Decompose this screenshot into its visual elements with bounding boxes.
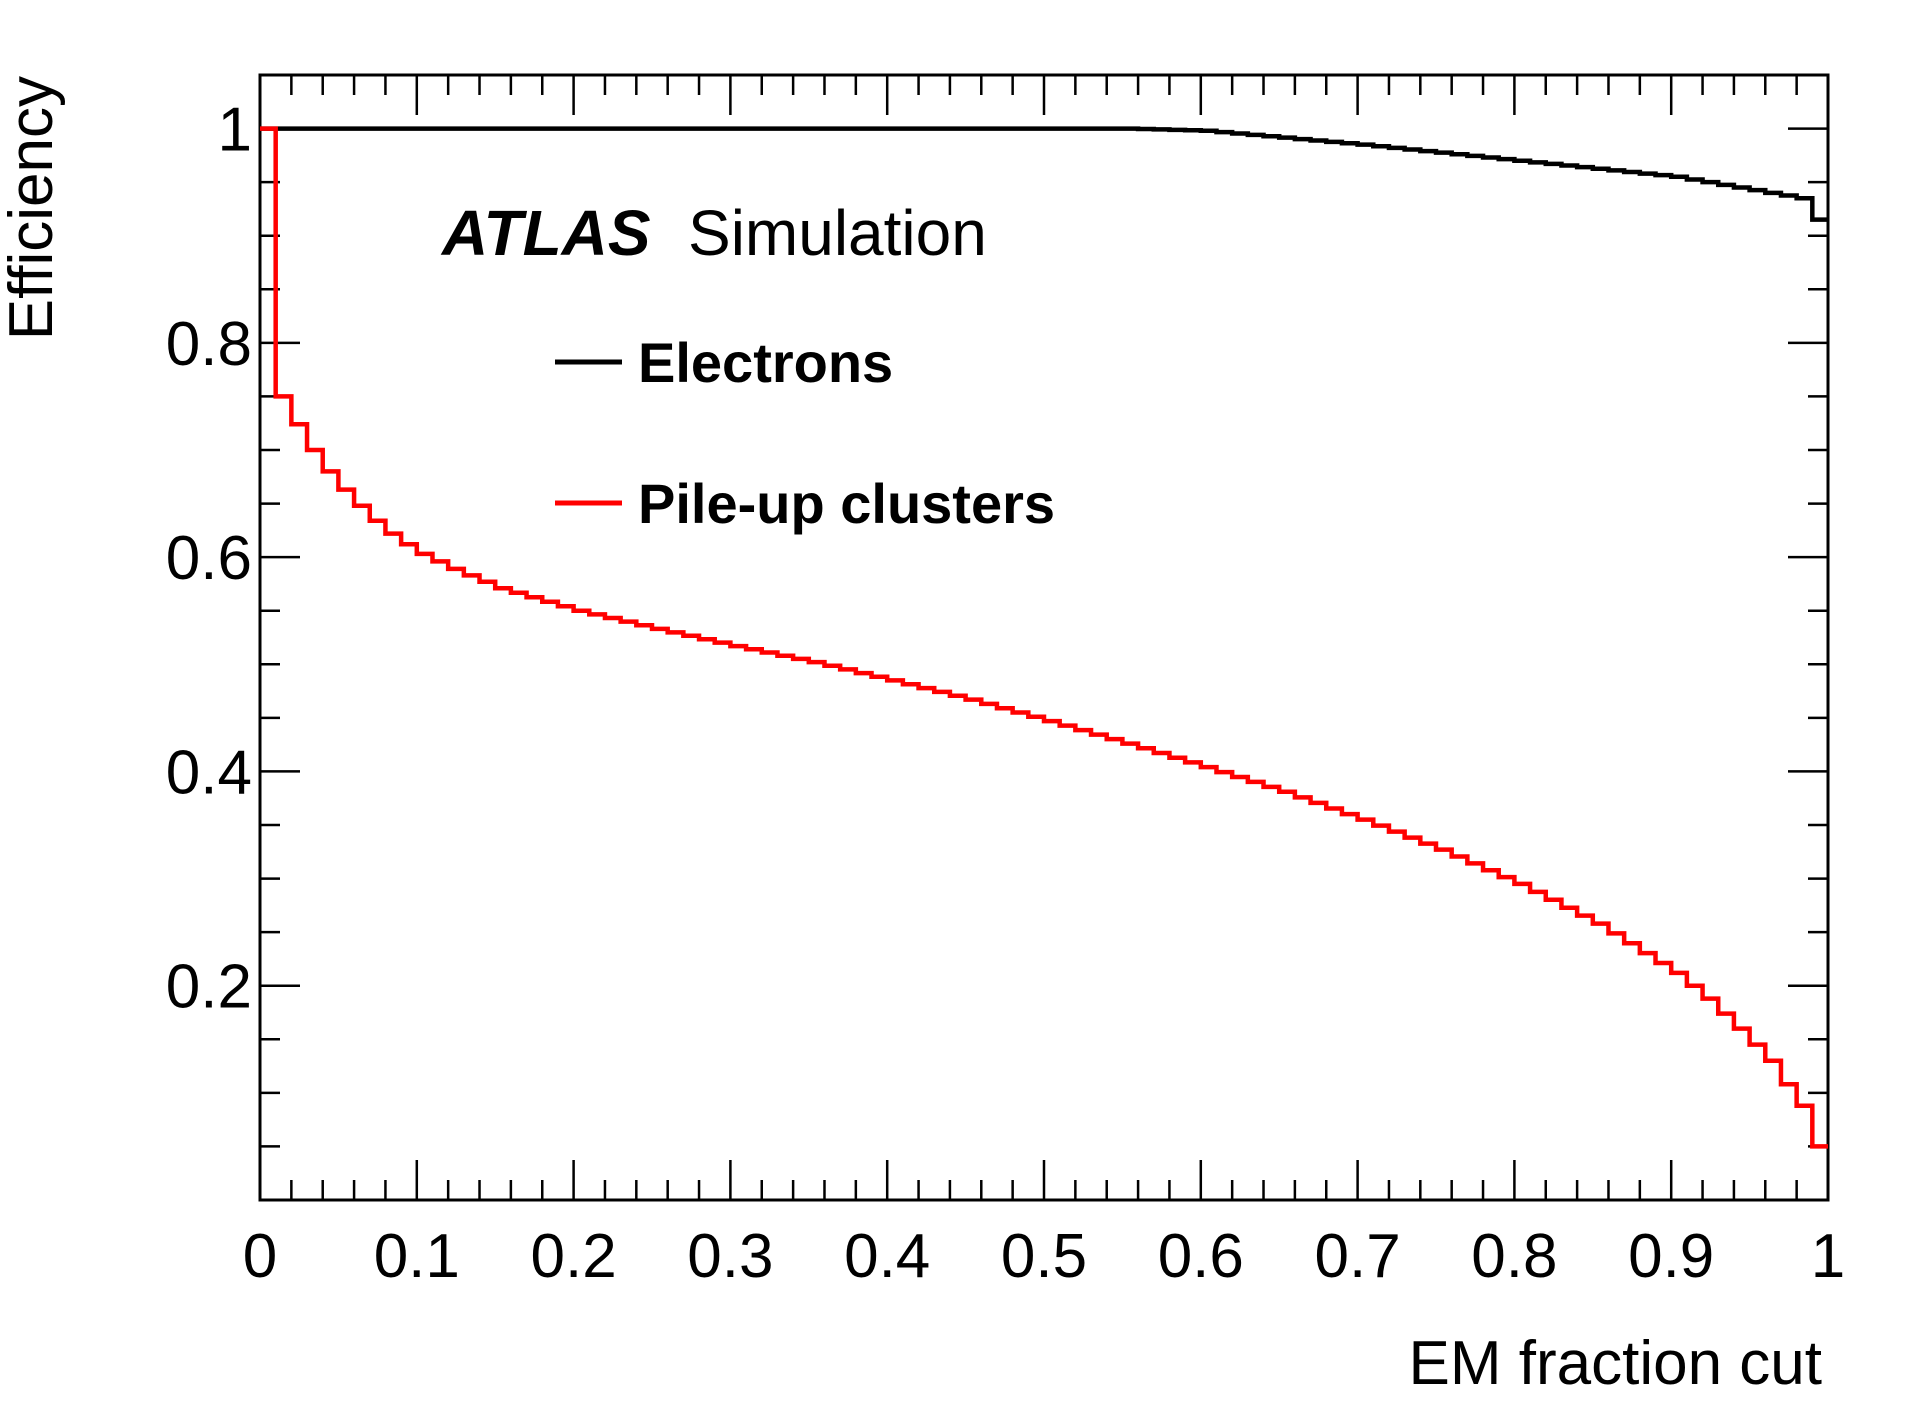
x-tick-label: 0.5 [1001,1222,1087,1291]
series-layer [260,126,1828,1149]
y-tick-label: 0.2 [166,953,252,1022]
y-axis-label: Efficiency [0,76,66,340]
y-tick-label: 1 [218,96,252,165]
y-tick-label: 0.8 [166,310,252,379]
x-tick-label: 0.4 [844,1222,930,1291]
x-tick-label: 1 [1811,1222,1845,1291]
x-tick-label: 0 [243,1222,277,1291]
axis-ticks: 0 0.1 0.2 0.3 0.4 0.5 0.6 0.7 0.8 0.9 1 0.2 0.4 0.6 0.… [166,73,1845,1291]
series-line-electrons [260,126,1828,222]
x-tick-label: 0.3 [687,1222,773,1291]
annotation-simulation: Simulation [688,197,987,269]
legend-label-electrons: Electrons [638,331,893,394]
y-tick-label: 0.4 [166,738,252,807]
y-tick-label: 0.6 [166,524,252,593]
series-line-pileup-clusters [260,126,1828,1149]
x-axis-label: EM fraction cut [1409,1329,1822,1398]
legend: Electrons Pile-up clusters [555,331,1055,535]
legend-label-pileup: Pile-up clusters [638,472,1055,535]
x-tick-label: 0.9 [1628,1222,1714,1291]
annotation-atlas: ATLAS [440,197,651,269]
x-tick-label: 0.2 [530,1222,616,1291]
x-tick-label: 0.1 [374,1222,460,1291]
x-tick-label: 0.6 [1158,1222,1244,1291]
x-tick-label: 0.7 [1314,1222,1400,1291]
x-tick-label: 0.8 [1471,1222,1557,1291]
